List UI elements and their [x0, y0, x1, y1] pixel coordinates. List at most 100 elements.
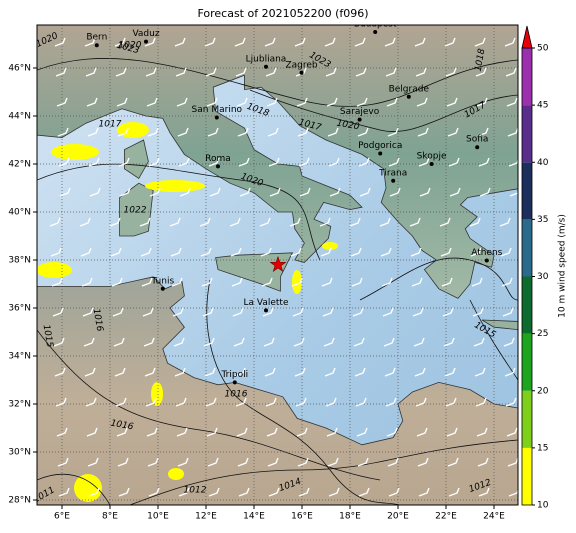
wind-barb	[385, 397, 397, 407]
location-star	[269, 255, 287, 273]
city-marker	[264, 64, 268, 69]
wind-barb	[474, 37, 486, 47]
wind-barb	[504, 367, 516, 377]
wind-barb	[446, 97, 458, 107]
isobar-label: 1017	[99, 120, 122, 130]
wind-barb	[58, 487, 70, 497]
wind-barb	[295, 397, 307, 407]
wind-barb	[139, 217, 151, 227]
wind-barb	[446, 427, 458, 437]
wind-barb	[443, 337, 455, 347]
wind-barb	[238, 487, 250, 497]
wind-barb	[415, 397, 427, 407]
isobar-label: 1020	[119, 41, 142, 51]
city-label: Belgrade	[389, 84, 430, 94]
wind-area	[292, 270, 302, 294]
colorbar-segment	[522, 219, 532, 277]
wind-barb	[418, 157, 430, 167]
colorbar-tick-label: 15	[537, 443, 548, 453]
wind-barb	[379, 217, 391, 227]
wind-area	[322, 242, 338, 250]
wind-barb	[295, 67, 307, 77]
city-label: Tunis	[150, 276, 174, 286]
wind-area	[151, 382, 163, 406]
wind-barb	[200, 247, 212, 257]
wind-barb	[477, 457, 489, 467]
wind-barb	[117, 127, 129, 137]
wind-barb	[475, 397, 487, 407]
city-marker	[378, 151, 383, 156]
wind-barb	[237, 457, 249, 467]
wind-barb	[110, 247, 122, 257]
wind-barb	[325, 397, 337, 407]
isobar	[37, 473, 111, 505]
wind-barb	[175, 397, 187, 407]
wind-barb	[387, 127, 399, 137]
y-tick-label: 40°N	[8, 208, 31, 218]
wind-barb	[229, 217, 241, 227]
wind-barb	[358, 157, 370, 167]
x-tick-label: 14°E	[243, 512, 265, 522]
wind-barb	[478, 157, 490, 167]
wind-barb	[479, 187, 491, 197]
wind-barb	[357, 127, 369, 137]
wind-barb	[349, 217, 361, 227]
wind-barb	[329, 187, 341, 197]
city-label: Budapest	[354, 20, 397, 30]
wind-barb	[506, 97, 518, 107]
wind-barb	[267, 127, 279, 137]
wind-barb	[267, 457, 279, 467]
wind-barb	[324, 367, 336, 377]
wind-barb	[268, 157, 280, 167]
wind-barb	[117, 457, 129, 467]
wind-barb	[380, 247, 392, 257]
colorbar-tick-label: 45	[537, 101, 548, 111]
wind-barb	[328, 487, 340, 497]
wind-barb	[319, 217, 331, 227]
wind-barb	[205, 397, 217, 407]
city-marker	[232, 380, 237, 385]
city-label: Skopje	[417, 152, 447, 162]
wind-barb	[209, 187, 221, 197]
wind-barb	[298, 487, 310, 497]
wind-barb	[55, 397, 67, 407]
wind-barb	[500, 247, 512, 257]
wind-barb	[357, 457, 369, 467]
wind-barb	[440, 247, 452, 257]
wind-barb	[178, 487, 190, 497]
wind-barb	[202, 307, 214, 317]
wind-barb	[356, 427, 368, 437]
wind-barb	[54, 367, 66, 377]
wind-barb	[80, 247, 92, 257]
wind-barb	[83, 337, 95, 347]
wind-barb	[149, 187, 161, 197]
colorbar-tick-label: 20	[537, 386, 549, 396]
wind-barb	[266, 97, 278, 107]
wind-barb	[141, 277, 153, 287]
city-label: Tripoli	[220, 370, 248, 380]
colorbar-extend	[521, 25, 533, 49]
isobar	[37, 163, 321, 261]
wind-barb	[237, 127, 249, 137]
y-tick-label: 32°N	[8, 400, 31, 410]
city-marker	[373, 30, 378, 34]
isobar	[37, 329, 381, 481]
city-marker	[475, 145, 480, 150]
wind-area	[168, 468, 184, 480]
wind-barb	[298, 157, 310, 167]
wind-barb	[174, 37, 186, 47]
wind-barb	[504, 37, 516, 47]
colorbar-tick-label: 25	[537, 329, 548, 339]
wind-barb	[449, 187, 461, 197]
wind-barb	[439, 217, 451, 227]
wind-barb	[503, 337, 515, 347]
city-label: Roma	[205, 154, 231, 164]
city-label: San Marino	[192, 105, 243, 115]
colorbar-segment	[522, 333, 532, 391]
wind-barb	[472, 307, 484, 317]
wind-barb	[322, 307, 334, 317]
wind-barb	[325, 67, 337, 77]
isobar	[249, 89, 518, 132]
wind-barb	[502, 307, 514, 317]
city-label: Sarajevo	[340, 107, 380, 117]
